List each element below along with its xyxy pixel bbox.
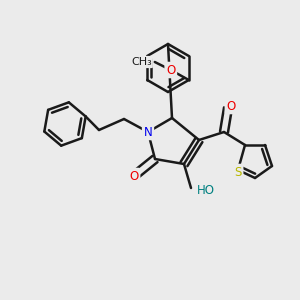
Text: O: O [129,169,139,182]
Text: N: N [144,125,152,139]
Text: O: O [226,100,236,112]
Text: CH₃: CH₃ [131,57,152,67]
Text: HO: HO [197,184,215,197]
Text: S: S [234,166,242,178]
Text: O: O [166,64,176,76]
